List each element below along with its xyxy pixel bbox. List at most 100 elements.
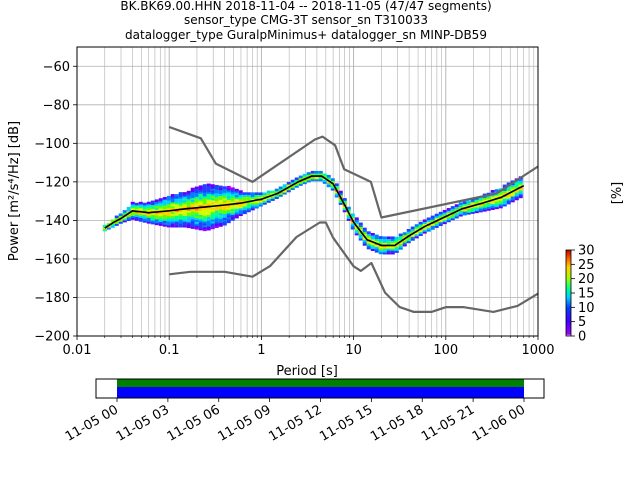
heatmap-cell (502, 184, 507, 188)
heatmap-cell (206, 208, 211, 212)
x-tick-label: 1 (257, 343, 265, 358)
timeline-tick-label: 11-05 18 (368, 402, 426, 444)
heatmap-cell (290, 187, 295, 191)
heatmap-cell (186, 221, 191, 225)
plot-frame (76, 46, 539, 337)
heatmap-cell (338, 194, 343, 198)
heatmap-cell (194, 211, 199, 215)
heatmap-cell (194, 221, 199, 224)
heatmap-cell (510, 193, 515, 197)
heatmap-cell (174, 201, 179, 205)
heatmap-cell (174, 209, 179, 213)
heatmap-cell (446, 208, 451, 211)
heatmap-cell (402, 243, 407, 247)
heatmap-cell (346, 206, 351, 210)
heatmap-cell (350, 217, 355, 220)
heatmap-cell (214, 215, 219, 219)
heatmap-cell (198, 227, 203, 231)
heatmap-cell (270, 198, 275, 201)
heatmap-cell (410, 230, 415, 234)
title-line-3: datalogger_type GuralpMinimus+ datalogge… (125, 28, 487, 42)
heatmap-cell (170, 213, 175, 216)
heatmap-cell (198, 212, 203, 215)
heatmap-cell (250, 201, 255, 205)
heatmap-cell (266, 196, 271, 199)
heatmap-cell (198, 208, 203, 212)
heatmap-cell (266, 200, 271, 203)
heatmap-cell (154, 216, 159, 220)
timeline-border (95, 378, 545, 399)
heatmap-cell (394, 250, 399, 253)
heatmap-cell (442, 211, 447, 215)
heatmap-cell (158, 221, 163, 224)
heatmap-cell (102, 224, 107, 228)
heatmap-cell (330, 180, 335, 183)
heatmap-cell (298, 177, 303, 181)
heatmap-cell (258, 203, 263, 207)
heatmap-cell (414, 231, 419, 235)
heatmap-cell (206, 227, 211, 231)
heatmap-cell (322, 179, 327, 182)
heatmap-cell (190, 208, 195, 212)
heatmap-cell (270, 190, 275, 194)
heatmap-cell (406, 232, 411, 236)
heatmap-cell (214, 208, 219, 211)
heatmap-cell (378, 251, 383, 255)
heatmap-cell (154, 201, 159, 204)
heatmap-cell (142, 218, 147, 221)
heatmap-cell (138, 219, 143, 222)
x-tick-label: 100 (433, 343, 458, 358)
heatmap-cell (214, 211, 219, 215)
heatmap-cell (446, 219, 451, 223)
heatmap-cell (366, 242, 371, 246)
heatmap-cell (506, 186, 511, 189)
heatmap-cell (378, 249, 383, 253)
heatmap-cell (282, 186, 287, 189)
heatmap-cell (374, 244, 379, 247)
heatmap-cell (194, 225, 199, 228)
heatmap-cell (206, 189, 211, 192)
heatmap-cell (430, 223, 435, 226)
heatmap-cell (158, 205, 163, 209)
heatmap-cell (306, 174, 311, 177)
heatmap-cell (234, 188, 239, 192)
heatmap-cell (246, 205, 251, 209)
heatmap-cell (450, 210, 455, 213)
heatmap-cell (178, 205, 183, 209)
heatmap-cell (106, 223, 111, 226)
heatmap-cell (166, 211, 171, 214)
heatmap-cell (194, 198, 199, 201)
heatmap-cell (354, 232, 359, 236)
heatmap-cell (406, 238, 411, 242)
heatmap-cell (294, 177, 299, 181)
heatmap-cell (466, 202, 471, 206)
heatmap-cell (234, 192, 239, 196)
heatmap-cell (194, 227, 199, 230)
grid-lines (76, 47, 538, 337)
heatmap-cell (494, 200, 499, 204)
heatmap-cell (226, 185, 231, 189)
heatmap-cell (226, 199, 231, 202)
heatmap-cell (490, 201, 495, 205)
heatmap-cell (326, 180, 331, 184)
heatmap-cell (266, 192, 271, 196)
heatmap-cell (390, 240, 395, 243)
heatmap-cell (162, 200, 167, 204)
heatmap-cell (470, 205, 475, 209)
heatmap-cell (238, 207, 243, 211)
heatmap-cell (502, 198, 507, 201)
heatmap-cell (518, 189, 523, 193)
series-line-nlnm (169, 221, 538, 313)
heatmap-cell (214, 196, 219, 200)
heatmap-cell (166, 217, 171, 220)
heatmap-cell (174, 197, 179, 201)
heatmap-cell (206, 187, 211, 190)
heatmap-cell (326, 182, 331, 186)
heatmap-cell (210, 184, 215, 187)
heatmap-cell (286, 183, 291, 187)
heatmap-cell (290, 185, 295, 189)
heatmap-cell (454, 208, 459, 211)
heatmap-cell (202, 201, 207, 205)
heatmap-cell (106, 227, 111, 230)
